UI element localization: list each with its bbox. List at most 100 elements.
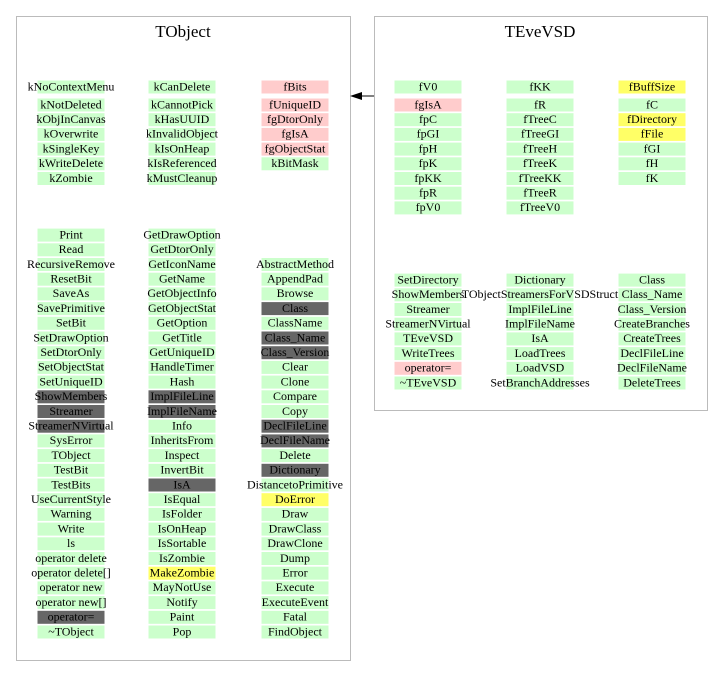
member-label: fTreeGI (521, 127, 559, 141)
member-label: fTreeV0 (520, 200, 560, 214)
member-cell (394, 201, 462, 215)
member-cell (261, 127, 329, 141)
member-label: kNotDeleted (40, 97, 101, 111)
member-label: IsEqual (164, 492, 201, 506)
member-label: fpK (419, 156, 438, 170)
member-label: fpR (419, 185, 437, 199)
member-label: GetTitle (162, 330, 202, 344)
member-label: IsA (531, 331, 549, 345)
member-label: LoadVSD (516, 361, 565, 375)
member-label: GetDrawOption (143, 227, 220, 241)
member-cell (394, 361, 462, 375)
member-label: kNoContextMenu (28, 79, 115, 93)
member-label: CreateTrees (623, 331, 681, 345)
member-cell (506, 127, 574, 141)
member-cell (37, 80, 105, 94)
member-label: IsZombie (159, 551, 205, 565)
member-label: StreamerNVirtual (385, 316, 471, 330)
member-cell (148, 243, 216, 257)
member-label: Inspect (165, 448, 200, 462)
member-cell (37, 478, 105, 492)
member-cell (37, 258, 105, 271)
member-label: IsSortable (158, 536, 207, 550)
member-label: Notify (166, 595, 197, 609)
member-cell (394, 172, 462, 185)
member-cell (618, 376, 686, 390)
member-cell (261, 272, 329, 286)
member-label: fK (646, 171, 659, 185)
member-cell (618, 142, 686, 156)
member-cell (148, 610, 216, 624)
member-label: operator= (48, 610, 95, 624)
member-label: DeclFileName (260, 433, 330, 447)
member-cell (37, 98, 105, 112)
member-cell (261, 463, 329, 477)
member-cell (37, 434, 105, 448)
member-label: SavePrimitive (37, 301, 105, 315)
member-label: ImplFileName (147, 404, 217, 418)
member-cell (148, 272, 216, 286)
member-label: fgIsA (281, 127, 309, 141)
member-label: ImplFileName (505, 316, 575, 330)
member-label: fpV0 (416, 200, 441, 214)
member-cell (261, 596, 329, 610)
member-cell (618, 273, 686, 287)
member-label: TObjectStreamersForVSDStruct (462, 287, 619, 301)
member-label: SetBranchAddresses (490, 375, 590, 389)
member-label: Paint (170, 610, 195, 624)
member-cell (394, 332, 462, 346)
member-cell (148, 375, 216, 389)
member-label: Class_Name (622, 287, 683, 301)
member-label: SaveAs (53, 286, 90, 300)
class-title: TObject (155, 22, 211, 41)
member-label: Streamer (406, 302, 449, 316)
member-cell (148, 390, 216, 404)
member-label: fV0 (419, 79, 438, 93)
member-label: GetObjectStat (148, 301, 217, 315)
member-label: GetName (159, 271, 205, 285)
member-label: kCannotPick (151, 97, 213, 111)
member-cell (618, 157, 686, 171)
member-cell (394, 127, 462, 141)
member-label: fTreeK (523, 156, 558, 170)
member-cell (148, 258, 216, 271)
member-cell (261, 142, 329, 156)
member-cell (506, 80, 574, 94)
member-cell (261, 537, 329, 551)
member-cell (148, 625, 216, 639)
member-label: Fatal (283, 610, 308, 624)
member-label: Draw (282, 507, 309, 521)
member-label: fGI (644, 141, 661, 155)
member-cell (148, 507, 216, 521)
member-cell (148, 302, 216, 316)
member-cell (37, 287, 105, 301)
member-label: DoError (275, 492, 315, 506)
member-cell (148, 360, 216, 374)
member-cell (394, 113, 462, 127)
member-cell (261, 331, 329, 345)
member-cell (37, 463, 105, 477)
member-cell (618, 288, 686, 302)
member-label: kHasUUID (155, 112, 210, 126)
member-label: Class_Version (618, 302, 687, 316)
member-label: fTreeC (523, 112, 557, 126)
member-label: fTreeR (523, 185, 557, 199)
member-cell (148, 127, 216, 141)
member-cell (394, 142, 462, 156)
member-cell (506, 332, 574, 346)
member-label: Execute (276, 580, 315, 594)
member-label: SetUniqueID (39, 374, 103, 388)
member-label: ~TEveVSD (400, 375, 457, 389)
member-cell (148, 287, 216, 301)
member-label: Dictionary (269, 463, 320, 477)
member-label: kMustCleanup (147, 171, 218, 185)
member-label: TestBits (51, 477, 90, 491)
member-cell (394, 157, 462, 171)
member-cell (394, 376, 462, 390)
member-cell (394, 288, 462, 302)
member-label: fDirectory (627, 112, 677, 126)
member-label: operator new[] (36, 595, 107, 609)
member-cell (261, 449, 329, 463)
member-label: TEveVSD (403, 331, 453, 345)
member-cell (37, 127, 105, 141)
